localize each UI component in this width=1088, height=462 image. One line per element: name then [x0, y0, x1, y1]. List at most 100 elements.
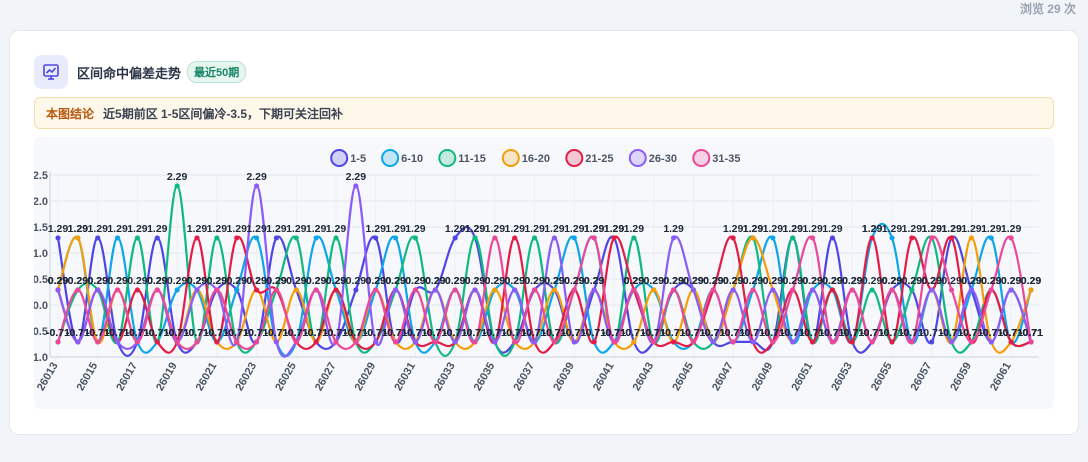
data-point [273, 287, 280, 293]
data-point [631, 287, 637, 293]
data-label: 0.29 [167, 275, 188, 287]
data-label: 0.29 [365, 275, 386, 287]
data-label: -0.71 [662, 327, 686, 339]
legend-label: 21-25 [585, 153, 613, 165]
data-label: 2.29 [246, 171, 267, 183]
data-label: -0.71 [523, 327, 547, 339]
data-label: 0.29 [485, 275, 506, 287]
data-label: -0.71 [642, 327, 666, 339]
y-tick-label: 2.0 [34, 196, 48, 208]
data-label: 1.29 [544, 223, 565, 235]
data-label: -0.71 [403, 327, 427, 339]
data-label: -0.71 [801, 327, 825, 339]
data-label: 1.29 [902, 223, 923, 235]
data-point [472, 287, 478, 293]
data-label: 0.29 [743, 275, 764, 287]
data-label: -0.71 [701, 327, 725, 339]
data-point [770, 235, 776, 241]
data-label: 1.29 [465, 223, 486, 235]
data-label: 0.29 [187, 275, 208, 287]
data-label: 0.29 [485, 275, 506, 287]
data-label: -0.71 [125, 327, 149, 339]
data-label: -0.71 [562, 327, 586, 339]
data-label: -0.71 [642, 327, 666, 339]
data-label: 1.29 [941, 223, 962, 235]
data-label: -0.71 [264, 327, 288, 339]
data-label: 0.29 [326, 275, 347, 287]
data-label: -0.71 [66, 327, 90, 339]
data-label: -0.71 [245, 327, 269, 339]
data-point [333, 287, 339, 293]
data-label: -0.71 [304, 327, 328, 339]
data-point [710, 339, 716, 345]
data-point [968, 287, 975, 293]
data-label: 0.29 [425, 275, 446, 287]
data-label: 0.29 [723, 275, 744, 287]
data-label: 1.29 [107, 223, 128, 235]
data-point [948, 339, 955, 345]
data-point [452, 287, 458, 293]
data-label: -0.71 [106, 327, 130, 339]
data-label: 1.29 [862, 223, 883, 235]
data-label: 1.29 [306, 223, 327, 235]
data-label: -0.71 [384, 327, 408, 339]
data-label: 0.29 [48, 275, 69, 287]
data-point [809, 339, 816, 345]
data-label: 0.29 [524, 275, 545, 287]
data-label: -0.71 [761, 327, 785, 339]
legend-swatch [692, 149, 711, 167]
data-point [909, 235, 915, 241]
data-point [452, 235, 458, 241]
data-label: -0.71 [284, 327, 308, 339]
data-label: -0.71 [860, 327, 884, 339]
data-label: -0.71 [1019, 327, 1043, 339]
x-tick-label: 26013 [35, 361, 61, 393]
x-tick-label: 26055 [869, 361, 895, 393]
data-label: 0.29 [921, 275, 942, 287]
data-point [512, 287, 518, 293]
data-point [512, 235, 518, 241]
data-label: 0.29 [643, 275, 664, 287]
data-label: -0.71 [721, 327, 745, 339]
data-label: -0.71 [443, 327, 467, 339]
y-tick-label: 2.5 [34, 170, 48, 182]
data-point [293, 339, 299, 345]
data-label: 0.29 [147, 275, 168, 287]
data-point [551, 287, 558, 293]
data-label: 0.29 [405, 275, 426, 287]
data-label: 1.29 [743, 223, 764, 235]
conclusion-text: 近5期前区 1-5区间偏冷-3.5，下期可关注回补 [103, 106, 344, 121]
data-label: 1.29 [147, 223, 168, 235]
y-tick-label: -0.5 [34, 326, 48, 338]
data-label: 0.29 [187, 275, 208, 287]
data-label: 0.29 [882, 275, 903, 287]
data-label: 0.29 [802, 275, 823, 287]
data-label: 0.29 [663, 275, 684, 287]
data-label: 0.29 [921, 275, 942, 287]
data-label: -0.71 [642, 327, 666, 339]
data-point [492, 235, 498, 241]
data-point [670, 339, 677, 345]
legend-swatch [330, 149, 349, 167]
data-point [551, 235, 558, 241]
data-point [154, 287, 160, 293]
data-point [412, 339, 419, 345]
data-point [591, 339, 597, 345]
data-label: 1.29 [127, 223, 148, 235]
data-label: -0.71 [284, 327, 308, 339]
data-label: 1.29 [504, 223, 525, 235]
data-point [313, 339, 319, 345]
data-point [750, 339, 756, 345]
data-label: 1.29 [286, 223, 307, 235]
data-point [333, 235, 339, 241]
data-label: -0.71 [225, 327, 249, 339]
data-label: -0.71 [264, 327, 288, 339]
data-label: -0.71 [304, 327, 328, 339]
data-label: -0.71 [225, 327, 249, 339]
data-point [95, 235, 101, 241]
data-point [1028, 339, 1034, 345]
data-label: 0.29 [624, 275, 645, 287]
data-point [929, 339, 935, 345]
legend-swatch [628, 149, 647, 167]
data-point [849, 287, 855, 293]
